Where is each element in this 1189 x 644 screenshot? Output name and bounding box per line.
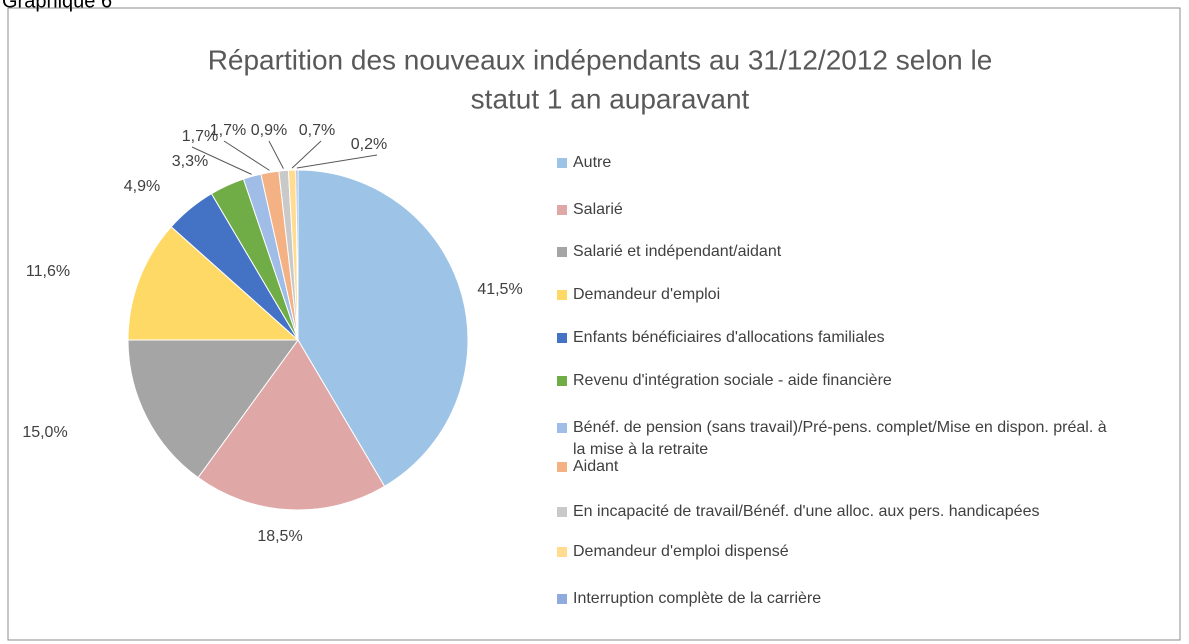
leader-line <box>291 140 322 169</box>
legend-label: Salarié et indépendant/aidant <box>573 243 782 260</box>
legend-swatch <box>557 158 567 168</box>
legend-label: Interruption complète de la carrière <box>573 590 821 607</box>
pie-slice <box>197 339 386 511</box>
leader-line <box>223 140 270 171</box>
pie-slice <box>127 226 300 341</box>
legend-swatch <box>557 423 567 433</box>
legend-label: Enfants bénéficiaires d'allocations fami… <box>573 329 885 346</box>
legend-swatch <box>557 547 567 557</box>
data-label: 3,3% <box>172 153 208 170</box>
legend-label: Demandeur d'emploi dispensé <box>573 543 789 560</box>
legend-label: la mise à la retraite <box>573 441 708 458</box>
data-label: 15,0% <box>22 424 67 441</box>
pie-slice <box>295 169 299 341</box>
leader-line <box>296 154 378 169</box>
data-label: 1,7% <box>210 122 246 139</box>
leader-line <box>268 140 284 169</box>
chart-title: statut 1 an auparavant <box>471 83 750 114</box>
legend-swatch <box>557 247 567 257</box>
legend-label: En incapacité de travail/Bénéf. d'une al… <box>573 503 1039 520</box>
legend-label: Aidant <box>573 458 619 475</box>
pie-slice <box>297 169 469 488</box>
data-label: 0,2% <box>351 136 387 153</box>
pie-slice <box>127 339 299 479</box>
data-label: 18,5% <box>257 528 302 545</box>
page-heading: Graphique 6 <box>2 0 112 12</box>
leader-line <box>191 146 252 175</box>
legend-swatch <box>557 290 567 300</box>
legend-label: Revenu d'intégration sociale - aide fina… <box>573 372 892 389</box>
data-label: 4,9% <box>124 178 160 195</box>
legend-label: Autre <box>573 154 611 171</box>
legend-swatch <box>557 507 567 517</box>
legend-label: Bénéf. de pension (sans travail)/Pré-pen… <box>573 419 1107 436</box>
data-label: 41,5% <box>477 281 522 298</box>
legend-swatch <box>557 376 567 386</box>
legend-swatch <box>557 594 567 604</box>
chart-title: Répartition des nouveaux indépendants au… <box>208 44 993 75</box>
legend-swatch <box>557 205 567 215</box>
data-label: 11,6% <box>26 263 70 280</box>
legend-label: Salarié <box>573 201 623 218</box>
legend-swatch <box>557 462 567 472</box>
data-label: 0,9% <box>251 122 287 139</box>
data-label: 1,7% <box>182 128 218 145</box>
data-label: 0,7% <box>299 122 335 139</box>
legend-swatch <box>557 333 567 343</box>
legend-label: Demandeur d'emploi <box>573 286 720 303</box>
